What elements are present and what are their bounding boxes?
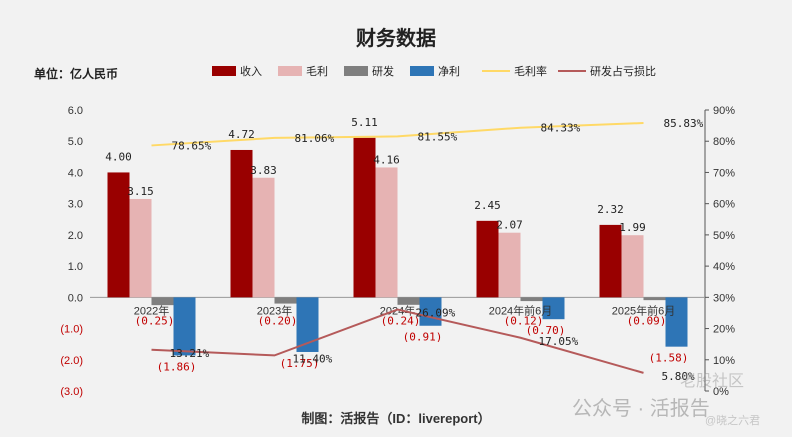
gross-profit-bar	[375, 167, 398, 298]
watermark-text-2: 老股社区	[680, 373, 745, 390]
net-profit-bar	[296, 297, 319, 352]
y-right-tick-label: 20%	[713, 324, 735, 336]
revenue-bar	[353, 137, 376, 298]
rnd-ratio-value-label: 11.40%	[293, 352, 333, 365]
rnd-bar	[520, 297, 543, 302]
revenue-bar	[476, 220, 499, 298]
revenue-value-label: 5.11	[351, 116, 378, 129]
rnd-bar	[274, 297, 297, 304]
gross-profit-value-label: 1.99	[619, 221, 646, 234]
unit-label: 单位：亿人民币	[34, 67, 119, 81]
y-left-tick-label: 1.0	[68, 261, 83, 273]
gross-profit-value-label: 3.15	[127, 185, 154, 198]
revenue-bar	[230, 149, 253, 298]
y-right-tick-label: 80%	[713, 136, 735, 148]
legend-label: 收入	[240, 64, 262, 78]
y-left-tick-label: 3.0	[68, 199, 83, 211]
gross-profit-value-label: 4.16	[373, 153, 400, 166]
legend-label: 净利	[438, 64, 460, 78]
rnd-ratio-value-label: 5.80%	[662, 370, 695, 383]
net-profit-value-label: (1.58)	[649, 352, 689, 365]
rnd-value-label: (0.20)	[258, 314, 298, 327]
gross-profit-bar	[498, 232, 521, 298]
legend-swatch	[344, 66, 368, 76]
y-right-tick-label: 70%	[713, 167, 735, 179]
revenue-value-label: 2.45	[474, 199, 501, 212]
watermark-text-3: @晓之六君	[705, 415, 761, 427]
revenue-value-label: 4.00	[105, 150, 132, 163]
rnd-value-label: (0.25)	[135, 314, 175, 327]
rnd-value-label: (0.09)	[627, 314, 667, 327]
legend-swatch	[410, 66, 434, 76]
y-right-tick-label: 30%	[713, 292, 735, 304]
y-left-tick-label: (1.0)	[60, 324, 83, 336]
gross-profit-value-label: 2.07	[496, 219, 523, 232]
y-left-tick-label: 2.0	[68, 230, 83, 242]
chart-title: 财务数据	[356, 28, 436, 50]
rnd-value-label: (0.24)	[381, 314, 421, 327]
net-profit-bar	[173, 297, 196, 356]
gross-profit-bar	[252, 177, 275, 298]
rnd-value-label: (0.12)	[504, 314, 544, 327]
rnd-bar	[397, 297, 420, 305]
legend-label: 研发	[372, 64, 394, 78]
y-left-tick-label: 5.0	[68, 136, 83, 148]
x-category-label: 2024年前6月	[489, 303, 553, 317]
gross-profit-value-label: 3.83	[250, 164, 277, 177]
gross-profit-bar	[129, 198, 152, 298]
y-right-tick-label: 60%	[713, 199, 735, 211]
revenue-value-label: 4.72	[228, 128, 255, 141]
y-left-tick-label: (2.0)	[60, 355, 83, 367]
rnd-bar	[151, 297, 174, 306]
net-profit-bar	[542, 297, 565, 320]
gross-margin-value-label: 81.06%	[295, 132, 335, 145]
x-category-label: 2022年	[134, 303, 169, 317]
net-profit-value-label: (0.70)	[526, 324, 566, 337]
y-right-tick-label: 10%	[713, 355, 735, 367]
gross-profit-bar	[621, 235, 644, 298]
rnd-ratio-value-label: 13.21%	[170, 347, 210, 360]
gross-margin-value-label: 81.55%	[418, 130, 458, 143]
y-right-tick-label: 50%	[713, 230, 735, 242]
revenue-value-label: 2.32	[597, 203, 624, 216]
rnd-ratio-value-label: 17.05%	[539, 335, 579, 348]
x-category-label: 2025年前6月	[612, 303, 676, 317]
y-left-tick-label: 6.0	[68, 105, 83, 117]
gross-margin-value-label: 85.83%	[664, 117, 704, 130]
y-left-tick-label: 0.0	[68, 292, 83, 304]
net-profit-value-label: (1.86)	[157, 360, 197, 373]
y-left-tick-label: 4.0	[68, 167, 83, 179]
gross-margin-value-label: 84.33%	[541, 122, 581, 135]
revenue-bar	[599, 224, 622, 298]
gross-margin-line	[151, 122, 644, 147]
y-left-tick-label: (3.0)	[60, 386, 83, 398]
x-category-label: 2023年	[257, 303, 292, 317]
legend-swatch	[212, 66, 236, 76]
y-right-tick-label: 40%	[713, 261, 735, 273]
net-profit-value-label: (0.91)	[403, 331, 443, 344]
footer-credit: 制图：活报告（ID：livereport）	[301, 411, 491, 426]
gross-margin-value-label: 78.65%	[172, 139, 212, 152]
watermark-text: 公众号 · 活报告	[572, 398, 710, 420]
rnd-ratio-line	[151, 308, 644, 374]
legend-label: 研发占亏损比	[590, 64, 656, 78]
legend-label: 毛利率	[514, 64, 547, 78]
y-right-tick-label: 0%	[713, 386, 729, 398]
net-profit-bar	[665, 297, 688, 347]
legend-label: 毛利	[306, 65, 328, 78]
rnd-bar	[643, 297, 666, 301]
legend-swatch	[278, 66, 302, 76]
revenue-bar	[107, 172, 130, 298]
net-profit-value-label: (1.75)	[280, 357, 320, 370]
y-right-tick-label: 90%	[713, 105, 735, 117]
rnd-ratio-value-label: 26.09%	[416, 307, 456, 320]
